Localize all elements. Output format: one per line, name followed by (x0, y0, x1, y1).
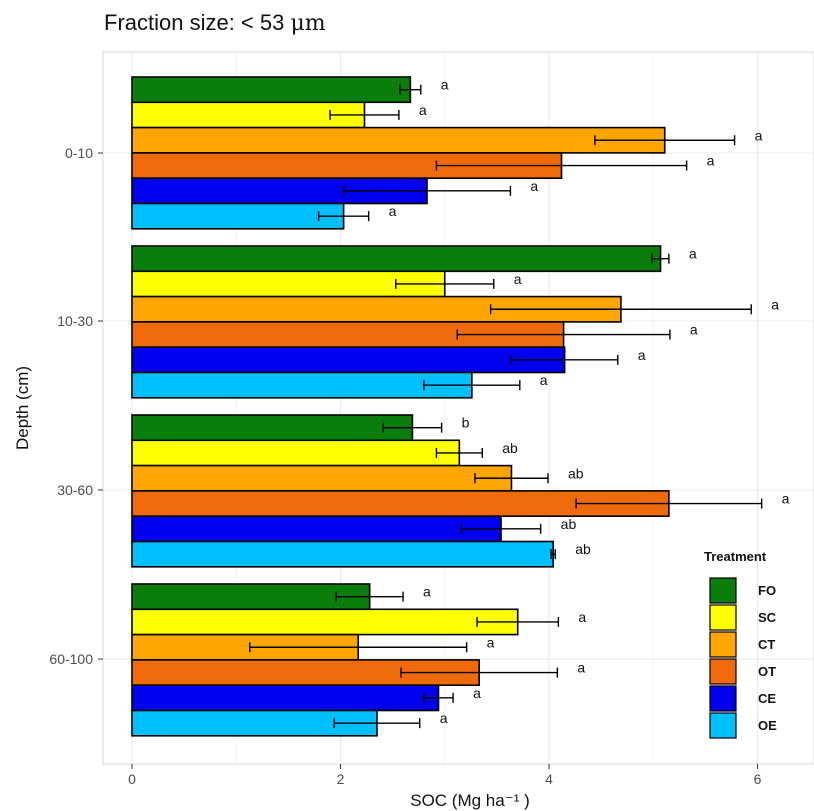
significance-label: ab (502, 440, 518, 456)
bar-ce-10-30 (131, 346, 566, 374)
legend: Treatment FO SC CT OT CE OE (704, 549, 777, 739)
bar-oe-30-60 (131, 540, 554, 568)
bar-fo-10-30 (131, 245, 662, 273)
significance-label: a (577, 660, 585, 676)
legend-swatch-ct (709, 631, 737, 658)
bar-fo-0-10 (131, 76, 412, 104)
x-tick-label: 0 (128, 771, 136, 787)
legend-label-sc: SC (758, 610, 777, 625)
significance-label: a (389, 203, 397, 219)
significance-label: a (690, 322, 698, 338)
x-tick-label: 4 (545, 771, 553, 787)
chart-title-prefix: Fraction size: < 53 (104, 10, 291, 35)
legend-swatch-oe (709, 712, 737, 739)
legend-swatch-sc (709, 604, 737, 631)
significance-label: ab (575, 541, 591, 557)
legend-label-ce: CE (758, 691, 776, 706)
significance-label: a (782, 491, 790, 507)
significance-label: a (419, 102, 427, 118)
legend-swatch-ot (709, 658, 737, 685)
chart-title: Fraction size: < 53 μm (104, 10, 326, 36)
significance-label: a (578, 609, 586, 625)
y-tick-label: 0-10 (65, 145, 93, 161)
bar-oe-0-10 (131, 202, 345, 230)
significance-label: a (540, 372, 548, 388)
significance-label: a (755, 127, 763, 143)
significance-label: a (473, 685, 481, 701)
significance-label: a (771, 296, 779, 312)
legend-label-oe: OE (758, 718, 777, 733)
legend-title: Treatment (704, 549, 767, 564)
bar-ct-30-60 (131, 464, 513, 492)
y-axis-title: Depth (cm) (13, 366, 32, 450)
significance-label: a (423, 584, 431, 600)
legend-label-ct: CT (758, 637, 775, 652)
significance-label: a (514, 271, 522, 287)
significance-label: a (487, 634, 495, 650)
significance-label: a (689, 246, 697, 262)
y-tick-label: 30-60 (57, 482, 93, 498)
chart-title-unit: μm (290, 11, 326, 36)
significance-label: b (462, 415, 470, 431)
significance-label: a (530, 178, 538, 194)
bar-sc-60-100 (131, 608, 519, 636)
significance-label: a (638, 347, 646, 363)
legend-swatch-ce (709, 685, 737, 712)
significance-label: a (440, 710, 448, 726)
x-tick-label: 2 (337, 771, 345, 787)
bar-ce-30-60 (131, 515, 502, 543)
significance-label: a (441, 77, 449, 93)
bar-sc-0-10 (131, 101, 366, 129)
y-tick-label: 60-100 (49, 651, 93, 667)
bar-fo-60-100 (131, 583, 371, 611)
legend-label-ot: OT (758, 664, 776, 679)
bar-oe-10-30 (131, 371, 473, 399)
bar-ct-0-10 (131, 126, 666, 154)
bar-ce-60-100 (131, 684, 440, 712)
significance-label: a (707, 153, 715, 169)
x-axis-title: SOC (Mg ha⁻¹ ) (410, 791, 530, 810)
bar-sc-10-30 (131, 270, 446, 298)
axis-ticks: 0 2 4 6 0-10 10-30 30-60 60-100 (49, 145, 761, 787)
x-tick-label: 6 (754, 771, 762, 787)
bar-fo-30-60 (131, 414, 414, 442)
legend-swatch-fo (709, 577, 737, 604)
significance-label: ab (561, 516, 577, 532)
bar-sc-30-60 (131, 439, 461, 467)
significance-label: ab (568, 465, 584, 481)
x-axis-title-text: SOC (Mg ha⁻¹ ) (410, 791, 530, 810)
y-tick-label: 10-30 (57, 313, 93, 329)
legend-label-fo: FO (758, 583, 776, 598)
